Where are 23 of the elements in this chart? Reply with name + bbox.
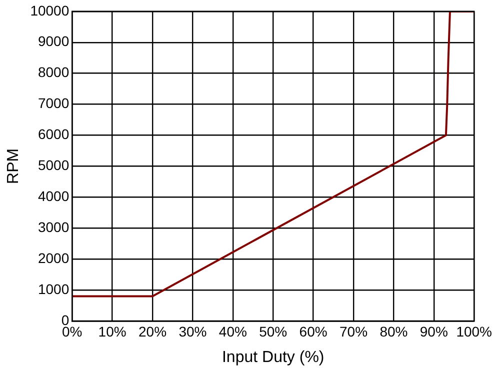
- x-tick-label: 60%: [299, 323, 328, 340]
- y-tick-label: 6000: [38, 126, 70, 142]
- y-tick-label: 2000: [38, 250, 70, 266]
- x-tick-label: 10%: [98, 323, 126, 340]
- x-tick-label: 20%: [138, 323, 167, 340]
- y-tick-label: 3000: [38, 218, 70, 235]
- x-tick-label: 80%: [380, 323, 408, 340]
- x-tick-label: 90%: [420, 323, 448, 340]
- x-tick-label: 70%: [339, 323, 368, 340]
- y-tick-label: 4000: [38, 188, 70, 204]
- y-axis-title: RPM: [5, 148, 22, 184]
- x-axis-title: Input Duty (%): [222, 348, 324, 366]
- y-tick-label: 1000: [38, 280, 70, 297]
- y-tick-label: 7000: [38, 95, 70, 112]
- y-tick-label: 10000: [30, 2, 70, 18]
- y-tick-label: 0: [61, 312, 70, 328]
- x-tick-label: 50%: [259, 323, 288, 340]
- y-tick-label: 8000: [38, 64, 70, 80]
- x-tick-label: 40%: [218, 323, 247, 340]
- y-tick-label: 5000: [38, 157, 70, 174]
- y-tick-label: 9000: [38, 33, 70, 50]
- x-tick-label: 30%: [178, 323, 207, 340]
- x-tick-label: 100%: [456, 323, 492, 340]
